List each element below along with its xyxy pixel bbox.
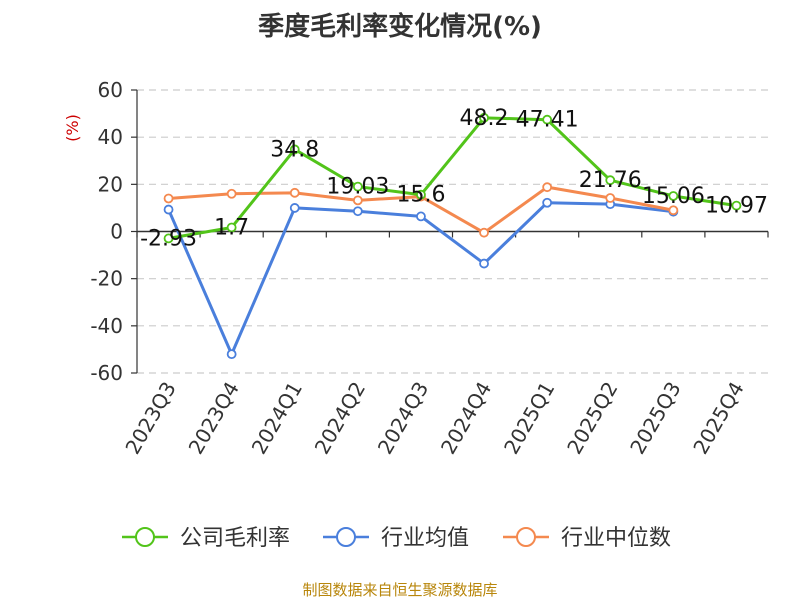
data-label: 19.03 [326,175,389,200]
y-tick-label: -20 [90,267,123,291]
legend-marker [516,527,536,547]
y-tick-label: 60 [98,78,123,102]
data-labels: -2.93 1.7 34.8 19.03 15.6 48.2 47.41 21.7615.06… [140,106,768,252]
data-point [352,195,363,206]
x-tick-label: 2025Q3 [625,378,685,459]
data-point [163,233,174,244]
data-point [289,144,300,155]
x-tick-label: 2024Q3 [373,378,433,459]
data-point [163,204,174,215]
y-axis-label: (%) [63,114,82,142]
data-point [226,188,237,199]
data-label: 48.2 [460,106,509,131]
y-tick-labels: 60 40 20 0 -20 -40 -60 [90,78,123,385]
x-tick-label: 2024Q4 [436,378,496,459]
data-point [352,181,363,192]
data-label: 15.6 [396,183,445,208]
data-point [163,193,174,204]
legend-label: 公司毛利率 [180,526,290,551]
legend-item[interactable]: 行业中位数 [503,526,671,551]
y-tick-label: -40 [90,314,123,338]
x-tick-label: 2024Q2 [310,378,370,459]
series-points [163,112,742,360]
legend-marker [336,527,356,547]
data-label: 15.06 [642,184,705,209]
data-label: 34.8 [270,137,319,162]
data-point [542,114,553,125]
legend-marker [135,527,155,547]
data-label: 21.76 [579,168,642,193]
data-label: 1.7 [214,215,249,240]
data-label: -2.93 [140,226,197,251]
x-tick-label: 2024Q1 [247,378,307,459]
chart-title: 季度毛利率变化情况(%) [258,12,542,42]
legend-item[interactable]: 行业均值 [323,526,469,551]
x-tick-label: 2025Q2 [562,378,622,459]
data-point [226,349,237,360]
grid-lines [131,89,768,374]
data-point [416,189,426,200]
data-label: 10.97 [705,194,768,219]
x-tick-label: 2023Q3 [120,378,180,459]
data-point [605,175,616,186]
y-tick-label: -60 [90,361,123,385]
data-label: 47.41 [516,108,579,133]
data-point [289,187,300,198]
data-point [731,200,742,211]
x-tick-label: 2025Q1 [499,378,559,459]
data-point [542,197,553,208]
x-tick-label: 2025Q4 [688,378,748,459]
axes [136,90,769,373]
data-point [668,205,679,216]
legend-label: 行业均值 [381,526,469,551]
legend-label: 行业中位数 [561,526,671,551]
data-point [479,227,489,238]
data-point [668,191,679,201]
data-point [542,182,553,193]
x-tick-label: 2023Q4 [184,378,244,459]
source-footer: 制图数据来自恒生聚源数据库 [302,581,498,599]
y-tick-label: 0 [110,220,123,244]
data-point [289,203,300,213]
data-point [479,258,489,269]
legend[interactable]: 公司毛利率 行业均值 行业中位数 [122,526,671,551]
data-point [226,222,237,233]
data-point [352,206,363,217]
data-point [479,112,489,123]
y-tick-label: 40 [98,125,123,149]
data-point [605,193,616,203]
x-tick-labels: 2023Q3 2023Q4 2024Q1 2024Q2 2024Q3 2024Q4 2025… [120,378,748,459]
y-tick-label: 20 [98,172,123,196]
legend-item[interactable]: 公司毛利率 [122,526,290,551]
series-line [168,116,737,240]
data-point [416,211,426,222]
